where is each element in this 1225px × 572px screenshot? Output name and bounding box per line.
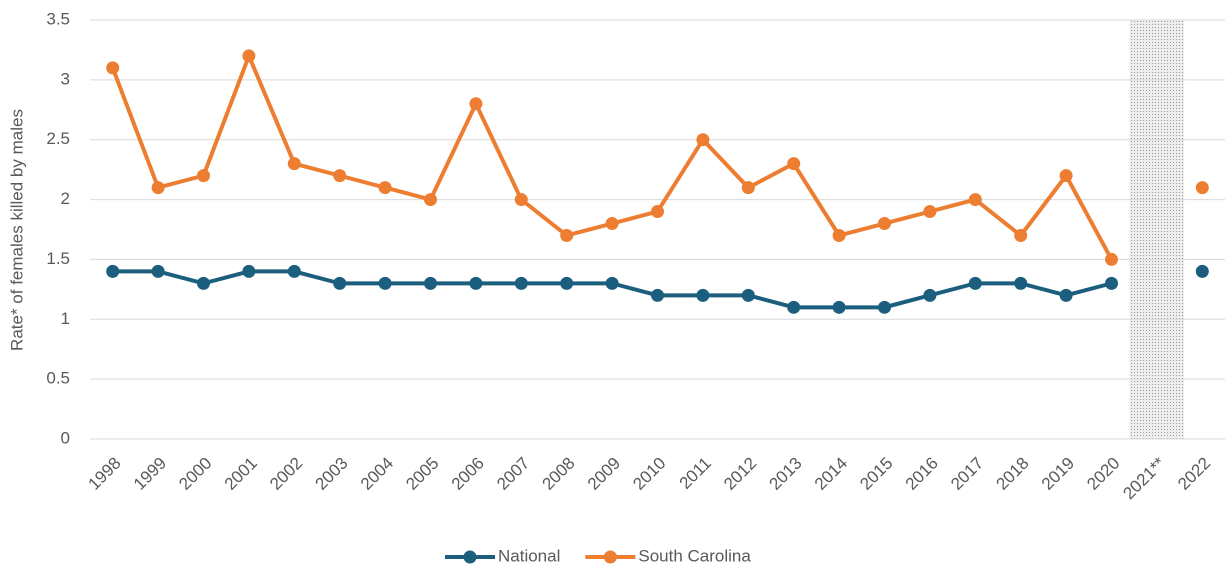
point	[151, 264, 165, 278]
point	[333, 276, 347, 290]
point	[1195, 181, 1209, 195]
point	[378, 181, 392, 195]
point	[1059, 169, 1073, 183]
series-line	[113, 56, 1203, 260]
shaded-region	[1129, 20, 1185, 439]
point	[1195, 264, 1209, 278]
x-tick-label: 2014	[811, 454, 851, 494]
point	[560, 276, 574, 290]
x-tick-label: 2011	[676, 454, 715, 493]
x-tick-label: 2005	[402, 454, 442, 494]
x-tick-label: 2016	[902, 454, 942, 494]
legend-marker	[603, 550, 617, 564]
point	[696, 288, 710, 302]
point	[923, 205, 937, 219]
point	[651, 205, 664, 219]
y-tick-label: 1	[61, 309, 70, 328]
y-tick-label: 0.5	[46, 369, 70, 388]
point	[1105, 276, 1118, 290]
point	[968, 193, 982, 207]
point	[1014, 228, 1028, 242]
x-tick-label: 2017	[947, 454, 987, 494]
point	[741, 181, 755, 195]
x-tick-label: 2022	[1174, 454, 1214, 494]
y-tick-label: 2.5	[46, 129, 70, 148]
point	[832, 300, 846, 314]
point	[197, 276, 210, 290]
x-tick-label: 2010	[629, 454, 669, 494]
point	[287, 157, 301, 171]
y-tick-label: 1.5	[46, 249, 70, 268]
x-tick-label: 2008	[539, 454, 579, 494]
point	[514, 193, 528, 207]
y-tick-label: 3.5	[46, 9, 70, 28]
legend-marker	[463, 550, 477, 564]
point	[287, 264, 301, 278]
point	[696, 133, 710, 147]
x-tick-label: 2015	[856, 454, 896, 494]
x-tick-label: 2002	[266, 454, 306, 494]
point	[787, 300, 801, 314]
x-tick-label: 2013	[766, 454, 806, 494]
point	[469, 97, 483, 111]
x-tick-label: 2007	[493, 454, 533, 494]
point	[106, 264, 120, 278]
point	[333, 169, 347, 183]
point	[968, 276, 982, 290]
x-tick-label: 2006	[448, 454, 488, 494]
point	[651, 288, 664, 302]
x-tick-label: 1999	[130, 454, 170, 494]
point	[1059, 288, 1073, 302]
point	[741, 288, 755, 302]
y-tick-label: 0	[61, 428, 70, 447]
x-tick-label: 2009	[584, 454, 624, 494]
point	[106, 61, 120, 75]
point	[605, 276, 619, 290]
x-tick-label: 2001	[221, 454, 261, 494]
x-tick-label: 2004	[357, 454, 397, 494]
point	[878, 300, 891, 314]
y-axis-label: Rate* of females killed by males	[7, 109, 26, 351]
x-tick-label: 2020	[1083, 454, 1123, 494]
y-tick-label: 2	[61, 189, 70, 208]
point	[242, 49, 256, 63]
point	[923, 288, 937, 302]
x-tick-label: 2003	[312, 454, 352, 494]
point	[1014, 276, 1028, 290]
y-tick-label: 3	[61, 69, 70, 88]
x-tick-label: 2000	[175, 454, 215, 494]
point	[197, 169, 210, 183]
x-tick-label: 2012	[720, 454, 760, 494]
point	[514, 276, 528, 290]
x-tick-label: 2018	[993, 454, 1033, 494]
x-tick-label: 2019	[1038, 454, 1078, 494]
point	[242, 264, 256, 278]
x-tick-label: 1998	[85, 454, 125, 494]
point	[787, 157, 801, 171]
point	[424, 193, 437, 207]
point	[469, 276, 483, 290]
legend-label: South Carolina	[638, 546, 751, 565]
point	[605, 217, 619, 231]
point	[878, 217, 891, 231]
legend-label: National	[498, 546, 560, 565]
point	[424, 276, 437, 290]
point	[832, 228, 846, 242]
point	[560, 228, 574, 242]
point	[378, 276, 392, 290]
point	[151, 181, 165, 195]
point	[1105, 252, 1118, 266]
x-tick-label: 2021**	[1119, 453, 1169, 503]
